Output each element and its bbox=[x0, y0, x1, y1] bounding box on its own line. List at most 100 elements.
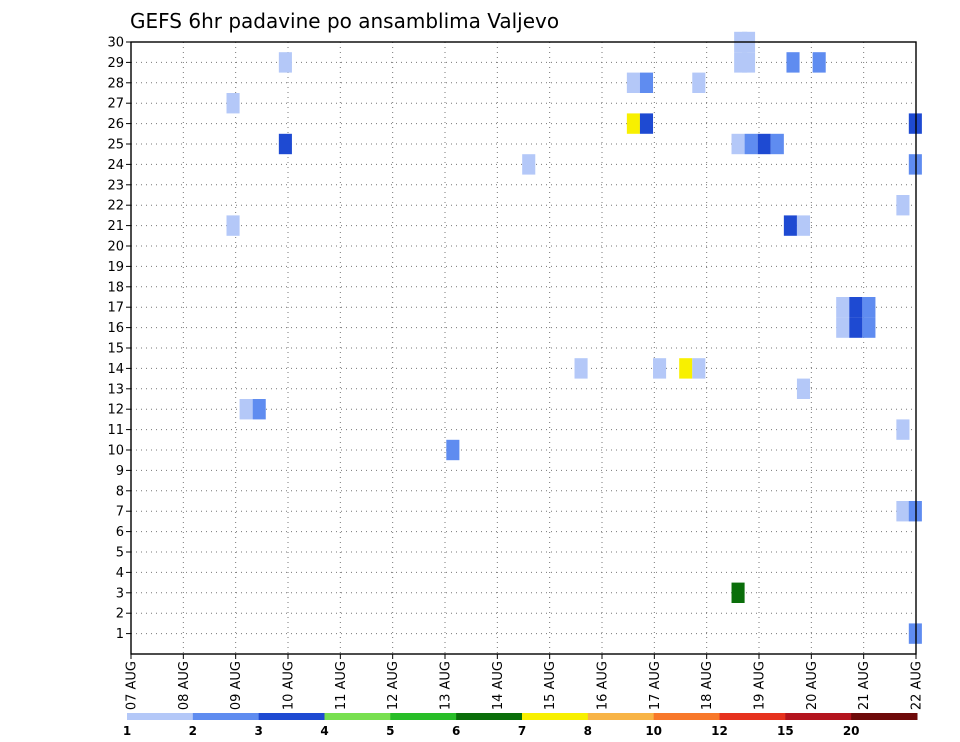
precip-cell bbox=[252, 399, 266, 420]
colorbar-swatch bbox=[192, 713, 260, 720]
plot-frame bbox=[130, 41, 917, 655]
y-tick-label: 24 bbox=[107, 158, 124, 173]
colorbar-label: 3 bbox=[254, 724, 262, 738]
colorbar-swatch bbox=[127, 713, 194, 720]
x-tick-label: 08 AUG bbox=[177, 661, 192, 710]
precip-cell bbox=[796, 215, 811, 236]
y-tick-label: 16 bbox=[107, 321, 124, 336]
y-tick-label: 27 bbox=[107, 97, 124, 112]
precip-cell bbox=[862, 297, 876, 318]
x-axis-ticks: 07 AUG 08 AUG 09 AUG 10 AUG 11 AUG 12 AUG 13 A… bbox=[125, 654, 925, 710]
precip-cell bbox=[653, 358, 667, 379]
colorbar-label: 2 bbox=[189, 724, 197, 738]
colorbar-swatch bbox=[456, 713, 523, 720]
x-tick-label: 15 AUG bbox=[543, 661, 558, 710]
precip-cell bbox=[744, 133, 758, 155]
x-tick-label: 10 AUG bbox=[282, 661, 297, 710]
precip-cell bbox=[278, 133, 292, 155]
precip-cell bbox=[446, 439, 460, 461]
colorbar-label: 4 bbox=[320, 724, 328, 738]
x-tick-label: 16 AUG bbox=[596, 661, 611, 710]
precip-cell bbox=[626, 72, 640, 93]
precip-cell bbox=[574, 358, 588, 379]
x-tick-label: 22 AUG bbox=[910, 661, 925, 710]
colorbar-label: 1 bbox=[123, 724, 131, 738]
precip-cell bbox=[849, 297, 863, 318]
colorbar-swatch bbox=[851, 713, 918, 720]
colorbar-label: 8 bbox=[584, 724, 592, 738]
precip-cell bbox=[639, 72, 654, 93]
precip-cell bbox=[741, 52, 756, 73]
colorbar-label: 5 bbox=[386, 724, 394, 738]
y-tick-label: 21 bbox=[107, 219, 124, 234]
x-tick-label: 09 AUG bbox=[229, 661, 244, 710]
y-tick-label: 1 bbox=[116, 627, 124, 642]
y-tick-label: 19 bbox=[107, 260, 124, 275]
y-tick-label: 28 bbox=[107, 76, 124, 91]
colorbar: 1 2 3 4 5 6 7 8 10 12 15 20 bbox=[123, 713, 918, 738]
y-tick-label: 3 bbox=[116, 586, 124, 601]
colorbar-label: 12 bbox=[711, 724, 728, 738]
x-tick-label: 14 AUG bbox=[491, 661, 506, 710]
y-tick-label: 25 bbox=[107, 138, 124, 153]
y-tick-label: 14 bbox=[107, 362, 124, 377]
precip-cell bbox=[896, 501, 910, 522]
y-tick-label: 23 bbox=[107, 178, 124, 193]
x-tick-label: 11 AUG bbox=[334, 661, 349, 710]
precip-cell bbox=[783, 215, 797, 236]
colorbar-swatch bbox=[258, 713, 325, 720]
precip-cell bbox=[226, 93, 240, 114]
y-tick-label: 4 bbox=[116, 566, 124, 581]
y-tick-label: 12 bbox=[107, 403, 124, 418]
precip-cell bbox=[836, 317, 850, 338]
y-tick-label: 11 bbox=[107, 423, 124, 438]
x-tick-label: 12 AUG bbox=[386, 661, 401, 710]
precip-cell bbox=[731, 582, 745, 603]
precip-cell bbox=[522, 154, 536, 175]
y-tick-label: 26 bbox=[107, 117, 124, 132]
y-tick-label: 15 bbox=[107, 342, 124, 357]
precip-cell bbox=[896, 195, 910, 216]
colorbar-label: 7 bbox=[518, 724, 526, 738]
y-tick-label: 7 bbox=[116, 505, 124, 520]
precip-cell bbox=[770, 133, 784, 155]
y-axis-ticks: 1234567891011121314151617181920212223242… bbox=[107, 36, 131, 642]
colorbar-label: 15 bbox=[777, 724, 794, 738]
colorbar-swatch bbox=[785, 713, 852, 720]
y-tick-label: 22 bbox=[107, 199, 124, 214]
colorbar-label: 6 bbox=[452, 724, 460, 738]
y-tick-label: 6 bbox=[116, 525, 124, 540]
y-tick-label: 5 bbox=[116, 546, 124, 561]
precip-cell bbox=[862, 317, 876, 338]
x-tick-label: 07 AUG bbox=[125, 661, 140, 710]
precip-cell bbox=[812, 52, 826, 73]
data-cells bbox=[226, 31, 922, 644]
precip-cell bbox=[692, 358, 706, 379]
chart-title: GEFS 6hr padavine po ansamblima Valjevo bbox=[130, 9, 559, 33]
precip-cell bbox=[836, 297, 850, 318]
precip-cell bbox=[692, 72, 706, 93]
y-tick-label: 13 bbox=[107, 382, 124, 397]
colorbar-swatch bbox=[587, 713, 655, 720]
y-tick-label: 30 bbox=[107, 36, 124, 51]
precip-cell bbox=[278, 52, 292, 73]
grid-lines bbox=[131, 42, 916, 654]
y-tick-label: 10 bbox=[107, 444, 124, 459]
precip-cell bbox=[639, 113, 654, 134]
x-tick-label: 20 AUG bbox=[805, 661, 820, 710]
x-tick-label: 13 AUG bbox=[439, 661, 454, 710]
colorbar-swatch bbox=[719, 713, 786, 720]
colorbar-swatch bbox=[390, 713, 457, 720]
y-tick-label: 29 bbox=[107, 56, 124, 71]
precip-cell bbox=[896, 419, 910, 440]
colorbar-swatch bbox=[324, 713, 391, 720]
colorbar-swatch bbox=[653, 713, 720, 720]
x-tick-label: 21 AUG bbox=[857, 661, 872, 710]
precip-cell bbox=[679, 358, 693, 379]
precip-cell bbox=[626, 113, 640, 134]
y-tick-label: 17 bbox=[107, 301, 124, 316]
precip-cell bbox=[849, 317, 863, 338]
precip-cell bbox=[226, 215, 240, 236]
y-tick-label: 18 bbox=[107, 280, 124, 295]
